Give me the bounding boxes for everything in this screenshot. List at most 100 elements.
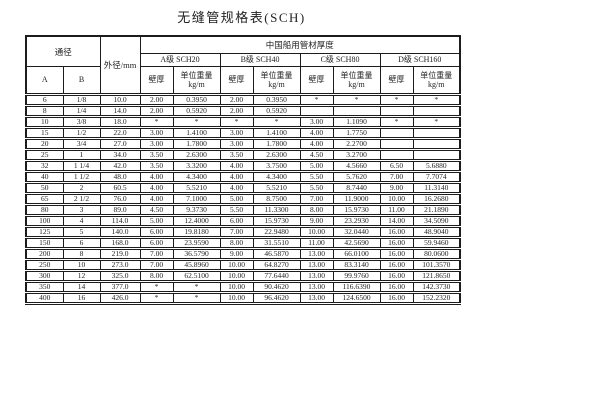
table-cell: 12.4000 xyxy=(172,214,221,228)
table-cell: 13.00 xyxy=(299,280,334,294)
table-cell: 83.3140 xyxy=(332,258,381,272)
table-cell: 10.00 xyxy=(219,258,254,272)
table-cell: 8 xyxy=(25,104,64,118)
table-cell: 273.0 xyxy=(99,258,141,272)
table-cell: 1.4100 xyxy=(252,126,301,140)
table-cell: 8.00 xyxy=(139,269,174,283)
header-col-b: B xyxy=(62,66,101,95)
table-cell xyxy=(332,104,381,118)
table-cell xyxy=(412,148,461,162)
table-cell: 5.50 xyxy=(299,170,334,184)
table-cell: 168.0 xyxy=(99,236,141,250)
table-cell xyxy=(379,137,414,151)
page-title: 无缝管规格表(SCH) xyxy=(177,10,306,25)
table-cell: 10 xyxy=(62,258,101,272)
header-grade-0: A级 SCH20 xyxy=(139,53,221,67)
table-cell: 4.00 xyxy=(219,181,254,195)
table-cell: 11.00 xyxy=(379,203,414,217)
table-cell: 7.00 xyxy=(299,192,334,206)
table-cell: 19.8180 xyxy=(172,225,221,239)
table-cell: 10.00 xyxy=(219,269,254,283)
table-cell: 219.0 xyxy=(99,247,141,261)
table-cell: 12 xyxy=(62,269,101,283)
table-cell: 10.0 xyxy=(99,93,141,107)
table-row: 350 14 377.0 * * 10.00 90.4620 13.00 116.6390 16.… xyxy=(25,280,461,294)
header-wall-thickness: 壁厚 xyxy=(299,66,334,95)
header-unit-weight: 单位重量 kg/m xyxy=(172,66,221,95)
table-cell: 7.00 xyxy=(379,170,414,184)
table-cell: 100 xyxy=(25,214,64,228)
table-cell: 1.4100 xyxy=(172,126,221,140)
table-cell: * xyxy=(139,291,174,305)
table-cell: 1.7750 xyxy=(332,126,381,140)
table-cell: * xyxy=(252,115,301,129)
table-row: 80 3 89.0 4.50 9.3730 5.50 11.3300 8.00 15.9730 1… xyxy=(25,203,461,217)
table-cell: 10.00 xyxy=(219,280,254,294)
table-row: 32 1 1/4 42.0 3.50 3.3200 4.00 3.7500 5.00 4.566… xyxy=(25,159,461,173)
table-cell: 150 xyxy=(25,236,64,250)
table-cell: 1/2 xyxy=(62,126,101,140)
table-cell: * xyxy=(172,115,221,129)
table-cell: 8.7440 xyxy=(332,181,381,195)
table-cell xyxy=(379,104,414,118)
table-cell: 6.00 xyxy=(219,214,254,228)
table-cell: 4.00 xyxy=(139,181,174,195)
table-cell: 400 xyxy=(25,291,64,305)
table-cell: 31.5510 xyxy=(252,236,301,250)
table-cell: 3/8 xyxy=(62,115,101,129)
table-cell: 3.2700 xyxy=(332,148,381,162)
table-row: 200 8 219.0 7.00 36.5790 9.00 46.5870 13.00 66.0… xyxy=(25,247,461,261)
table-cell: 0.3950 xyxy=(252,93,301,107)
table-cell: 46.5870 xyxy=(252,247,301,261)
table-cell: 1 xyxy=(62,148,101,162)
table-cell: 42.0 xyxy=(99,159,141,173)
table-cell: 152.2320 xyxy=(412,291,461,305)
table-cell: 9.00 xyxy=(299,214,334,228)
table-cell: * xyxy=(172,291,221,305)
table-cell: 20 xyxy=(25,137,64,151)
table-cell: 16.00 xyxy=(379,269,414,283)
table-cell: 4.00 xyxy=(299,126,334,140)
table-cell: 250 xyxy=(25,258,64,272)
table-cell: 50 xyxy=(25,181,64,195)
table-cell: 14.00 xyxy=(379,214,414,228)
table-cell: 3 xyxy=(62,203,101,217)
table-cell: * xyxy=(332,93,381,107)
table-row: 150 6 168.0 6.00 23.9590 8.00 31.5510 11.00 42.5… xyxy=(25,236,461,250)
table-cell: 8.00 xyxy=(299,203,334,217)
table-cell: 14.0 xyxy=(99,104,141,118)
table-cell: 10.00 xyxy=(379,192,414,206)
table-cell: 34.5090 xyxy=(412,214,461,228)
pipe-spec-table: 通径 外径/mm 中国船用管材厚度 A级 SCH20 B级 SCH40 C级 SCH… xyxy=(25,35,462,305)
table-cell: 3.00 xyxy=(299,115,334,129)
table-cell: 14 xyxy=(62,280,101,294)
table-row: 65 2 1/2 76.0 4.00 7.1000 5.00 8.7500 7.00 11.90… xyxy=(25,192,461,206)
table-cell: 4.3400 xyxy=(252,170,301,184)
table-cell: 1/4 xyxy=(62,104,101,118)
table-cell: 5.5210 xyxy=(252,181,301,195)
table-cell: 11.9000 xyxy=(332,192,381,206)
table-cell: 3.00 xyxy=(139,126,174,140)
table-cell: 1.1090 xyxy=(332,115,381,129)
table-cell: 8 xyxy=(62,247,101,261)
table-cell: 3.7500 xyxy=(252,159,301,173)
table-cell: 114.0 xyxy=(99,214,141,228)
table-cell: 27.0 xyxy=(99,137,141,151)
table-cell: 13.00 xyxy=(299,247,334,261)
table-cell: 7.00 xyxy=(139,258,174,272)
table-cell: 16.00 xyxy=(379,258,414,272)
table-row: 25 1 34.0 3.50 2.6300 3.50 2.6300 4.50 3.2700 xyxy=(25,148,461,162)
table-cell: 142.3730 xyxy=(412,280,461,294)
header-wall-thickness: 壁厚 xyxy=(379,66,414,95)
table-cell: 15.9730 xyxy=(332,203,381,217)
table-row: 20 3/4 27.0 3.00 1.7800 3.00 1.7800 4.00 2.2700 xyxy=(25,137,461,151)
header-grade-1: B级 SCH40 xyxy=(219,53,301,67)
table-cell: 21.1890 xyxy=(412,203,461,217)
table-cell: 23.2930 xyxy=(332,214,381,228)
table-cell: 9.3730 xyxy=(172,203,221,217)
table-cell: 426.0 xyxy=(99,291,141,305)
table-cell: 9.00 xyxy=(379,181,414,195)
table-cell: 90.4620 xyxy=(252,280,301,294)
table-cell: 3/4 xyxy=(62,137,101,151)
table-row: 125 5 140.0 6.00 19.8180 7.00 22.9480 10.00 32.0… xyxy=(25,225,461,239)
